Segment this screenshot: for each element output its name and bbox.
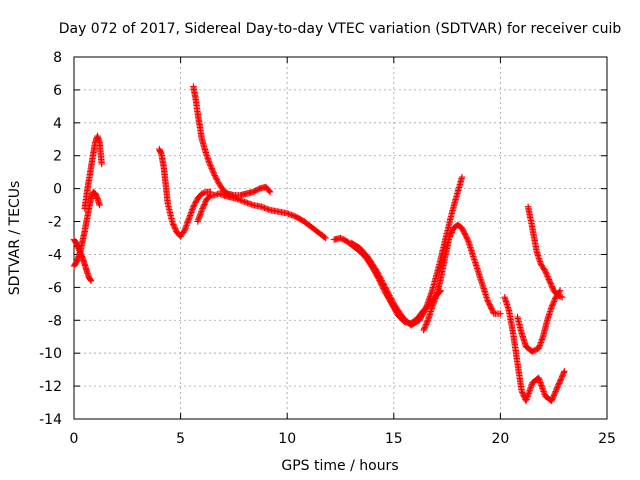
- y-tick-label: -8: [48, 313, 62, 329]
- chart-title: Day 072 of 2017, Sidereal Day-to-day VTE…: [59, 21, 622, 37]
- series-seg-b: [70, 188, 103, 270]
- plus-markers: [70, 188, 103, 270]
- y-tick-label: -10: [39, 346, 62, 362]
- series-seg-g: [330, 234, 444, 327]
- x-tick-label: 25: [598, 431, 616, 447]
- plus-markers: [524, 203, 566, 301]
- series-seg-f: [194, 190, 329, 242]
- plus-markers: [194, 190, 329, 242]
- series-seg-j: [501, 294, 568, 405]
- axis-ticks: [73, 56, 608, 420]
- x-tick-label: 10: [278, 431, 296, 447]
- grid: [74, 57, 607, 419]
- y-axis-label: SDTVAR / TECUs: [7, 181, 23, 296]
- y-tick-label: -12: [39, 379, 62, 395]
- plus-markers: [501, 294, 568, 405]
- y-tick-label: 8: [53, 50, 62, 66]
- series-seg-k: [524, 203, 566, 301]
- x-axis-label: GPS time / hours: [281, 458, 398, 474]
- tick-labels: 0 5 10 15 20 25 -14 -12 -10 -8 -6 -4 -2 0 2 4 6 8: [39, 50, 616, 447]
- series-seg-c: [81, 132, 105, 212]
- data-marks: [70, 83, 568, 405]
- series-seg-l: [514, 287, 564, 355]
- x-tick-label: 20: [491, 431, 509, 447]
- y-tick-label: 0: [53, 182, 62, 198]
- plus-markers: [514, 287, 564, 355]
- series-seg-d: [156, 145, 214, 240]
- series-seg-i: [420, 221, 504, 334]
- y-tick-label: 4: [53, 116, 62, 132]
- plus-markers: [348, 173, 466, 329]
- y-tick-label: -4: [48, 247, 62, 263]
- plus-markers: [156, 145, 214, 240]
- plus-markers: [81, 132, 105, 212]
- y-tick-label: -2: [48, 215, 62, 231]
- plus-markers: [330, 234, 444, 327]
- y-tick-label: -14: [39, 412, 62, 428]
- x-tick-label: 5: [176, 431, 185, 447]
- x-tick-label: 15: [385, 431, 403, 447]
- y-tick-label: -6: [48, 280, 62, 296]
- y-tick-label: 2: [53, 149, 62, 165]
- plus-markers: [190, 83, 274, 199]
- plus-markers: [420, 221, 504, 334]
- series-seg-h: [348, 173, 466, 329]
- y-tick-label: 6: [53, 83, 62, 99]
- series-seg-e: [190, 83, 274, 199]
- x-tick-label: 0: [70, 431, 79, 447]
